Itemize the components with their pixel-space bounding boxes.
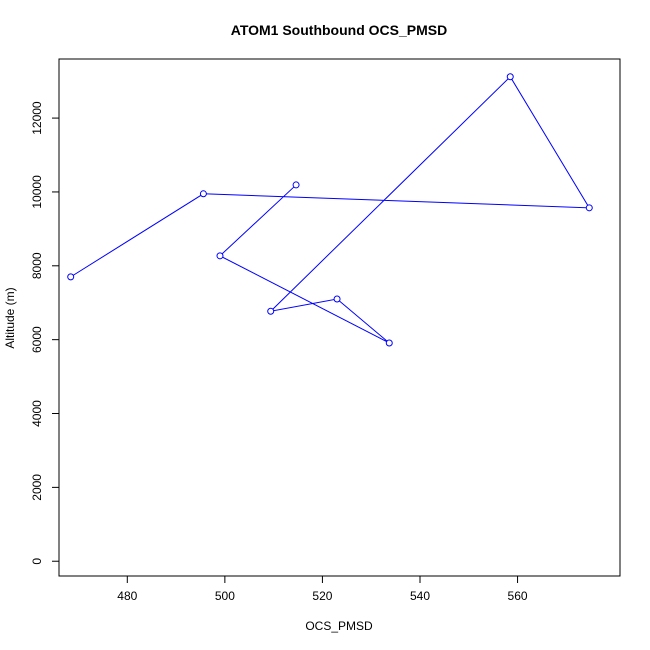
x-tick-label: 540 xyxy=(410,589,430,603)
data-point xyxy=(385,339,393,347)
y-tick-label: 6000 xyxy=(30,326,44,353)
data-point xyxy=(506,73,514,81)
x-tick-label: 520 xyxy=(312,589,332,603)
y-ticks: 0 2000 4000 6000 8000 10000 12000 xyxy=(30,101,59,565)
y-tick-label: 8000 xyxy=(30,252,44,279)
x-tick-label: 560 xyxy=(508,589,528,603)
data-point xyxy=(585,204,593,212)
y-tick-label: 2000 xyxy=(30,474,44,501)
x-axis-label: OCS_PMSD xyxy=(305,619,373,633)
x-ticks: 480 500 520 540 560 xyxy=(117,576,528,603)
y-tick-label: 0 xyxy=(30,558,44,565)
data-point xyxy=(333,295,341,303)
series-layer xyxy=(67,73,593,347)
data-point xyxy=(216,252,224,260)
y-tick-label: 4000 xyxy=(30,400,44,427)
data-point xyxy=(199,190,207,198)
x-tick-label: 500 xyxy=(215,589,235,603)
data-point xyxy=(292,181,300,189)
series-line xyxy=(70,75,591,344)
y-axis-label: Altitude (m) xyxy=(3,287,17,348)
y-tick-label: 12000 xyxy=(30,101,44,135)
y-tick-label: 10000 xyxy=(30,175,44,209)
data-point xyxy=(67,273,75,281)
data-point xyxy=(267,307,275,315)
chart-title: ATOM1 Southbound OCS_PMSD xyxy=(231,22,447,38)
x-tick-label: 480 xyxy=(117,589,137,603)
